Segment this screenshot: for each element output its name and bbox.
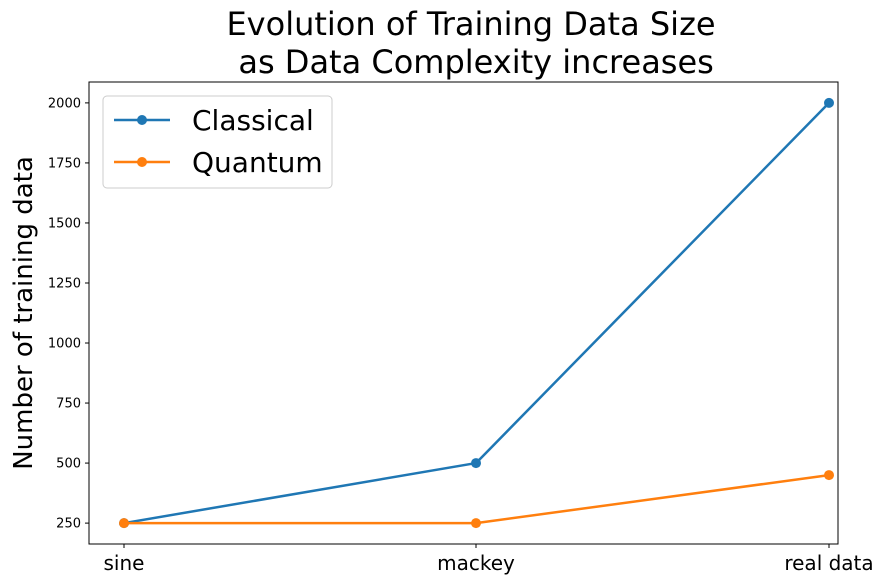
- x-tick-label: mackey: [437, 551, 515, 575]
- data-point-quantum: [824, 470, 834, 481]
- data-point-quantum: [119, 518, 129, 529]
- legend-marker-quantum: [137, 157, 147, 167]
- y-axis-ticks: 250 500 750 1000 1250 1500 1750 2000: [48, 96, 89, 532]
- chart-title-line-1: Evolution of Training Data Size: [226, 5, 715, 43]
- y-tick-label: 1000: [48, 337, 81, 352]
- y-tick-label: 250: [56, 517, 81, 532]
- legend-marker-classical: [137, 115, 147, 125]
- y-tick-label: 2000: [48, 96, 81, 111]
- y-tick-label: 500: [56, 457, 81, 472]
- series-line-quantum: [124, 473, 830, 525]
- x-axis-ticks: sine mackey real data: [104, 544, 874, 575]
- legend-label-quantum: Quantum: [192, 146, 323, 179]
- y-tick-label: 1500: [48, 216, 81, 231]
- data-point-classical: [471, 458, 481, 469]
- y-tick-label: 750: [56, 397, 81, 412]
- data-point-quantum: [471, 518, 481, 529]
- chart-title-line-2: as Data Complexity increases: [228, 43, 714, 81]
- plot-area: [88, 81, 839, 545]
- y-tick-label: 1750: [48, 156, 81, 171]
- series-layer: [119, 97, 834, 529]
- legend: Classical Quantum: [102, 95, 333, 189]
- x-tick-label: real data: [784, 551, 873, 575]
- y-axis-label: Number of training data: [9, 156, 39, 470]
- data-point-classical: [824, 97, 834, 108]
- legend-label-classical: Classical: [192, 104, 314, 137]
- x-tick-label: sine: [104, 551, 145, 575]
- y-tick-label: 1250: [48, 276, 81, 291]
